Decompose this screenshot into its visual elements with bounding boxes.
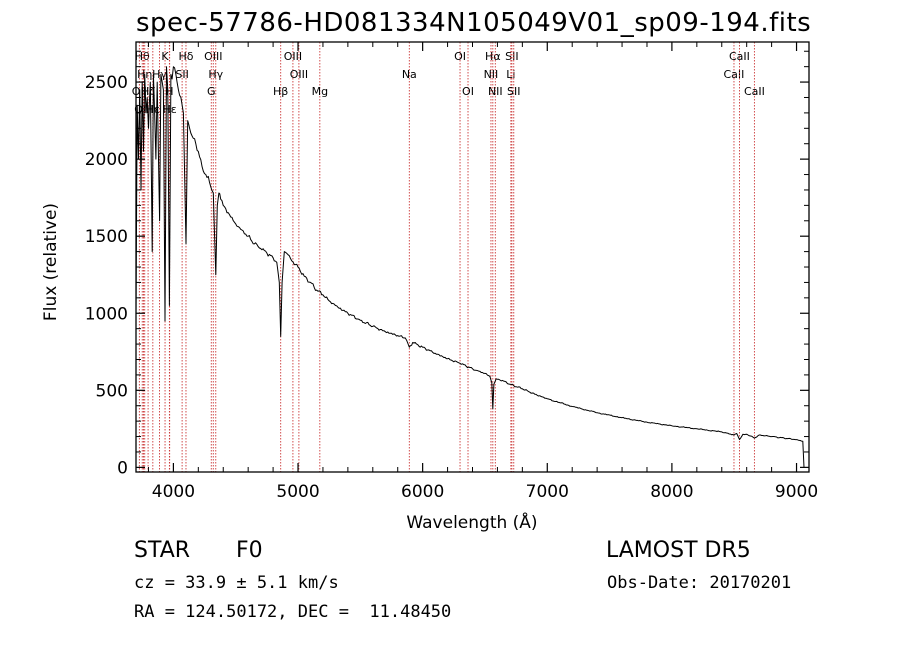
line-marker-label: Hγ: [208, 68, 223, 81]
x-tick-label: 9000: [775, 482, 818, 502]
axis-ticks: 4000 5000 6000 7000 8000 9000 0 500 1000 1500 2000…: [85, 42, 818, 502]
line-marker-label: CaII: [729, 50, 750, 63]
spectrum-series: [135, 66, 805, 468]
x-axis-label: Wavelength (Å): [406, 511, 537, 533]
line-marker-label: CaII: [724, 68, 745, 81]
line-marker-label: Na: [402, 68, 417, 81]
x-tick-label: 6000: [401, 482, 444, 502]
line-marker-label: G: [207, 85, 216, 98]
y-axis-label: Flux (relative): [41, 203, 61, 321]
line-marker-label: SII: [505, 50, 518, 63]
line-marker-label: OI: [454, 50, 466, 63]
x-tick-label: 8000: [650, 482, 693, 502]
line-marker-label: OI: [462, 85, 474, 98]
line-marker-label: Hβ: [273, 85, 288, 98]
line-marker-label: K: [161, 50, 169, 63]
spectrum-line: [135, 66, 805, 468]
x-tick-label: 5000: [276, 482, 319, 502]
emission-line-markers: OIIHθOIIIHηHζHεHγKHHεHδSIIOIIIHγGHβOIIIO…: [132, 42, 765, 472]
line-marker-label: Hα: [485, 50, 501, 63]
plot-frame: [135, 41, 810, 473]
line-marker-label: Hθ: [135, 50, 150, 63]
coordinates-info: RA = 124.50172, DEC = 11.48450: [134, 602, 452, 622]
observation-date: Obs-Date: 20170201: [607, 573, 792, 593]
line-marker-label: NII: [488, 85, 503, 98]
y-tick-label: 2000: [85, 150, 128, 170]
line-marker-label: Hε: [163, 103, 177, 116]
line-marker-label: Hδ: [178, 50, 193, 63]
redshift-info: cz = 33.9 ± 5.1 km/s: [134, 573, 339, 593]
line-marker-label: NII: [484, 68, 499, 81]
survey-name: LAMOST DR5: [606, 538, 751, 563]
line-marker-label: SII: [507, 85, 520, 98]
line-marker-label: Li: [506, 68, 515, 81]
y-tick-label: 2500: [85, 73, 128, 93]
y-tick-label: 500: [96, 381, 128, 401]
line-marker-label: Hγ: [152, 68, 167, 81]
line-marker-label: OIII: [204, 50, 222, 63]
x-tick-label: 7000: [526, 482, 569, 502]
line-marker-label: OIII: [284, 50, 302, 63]
chart-title: spec-57786-HD081334N105049V01_sp09-194.f…: [136, 8, 812, 38]
line-marker-label: OIII: [290, 68, 308, 81]
y-tick-label: 0: [117, 458, 128, 478]
x-tick-label: 4000: [152, 482, 195, 502]
y-tick-label: 1500: [85, 227, 128, 247]
line-marker-label: CaII: [744, 85, 765, 98]
line-marker-label: SII: [175, 68, 188, 81]
object-class: STAR: [134, 538, 191, 563]
object-subclass: F0: [236, 538, 263, 563]
line-marker-label: Mg: [312, 85, 328, 98]
y-tick-label: 1000: [85, 304, 128, 324]
